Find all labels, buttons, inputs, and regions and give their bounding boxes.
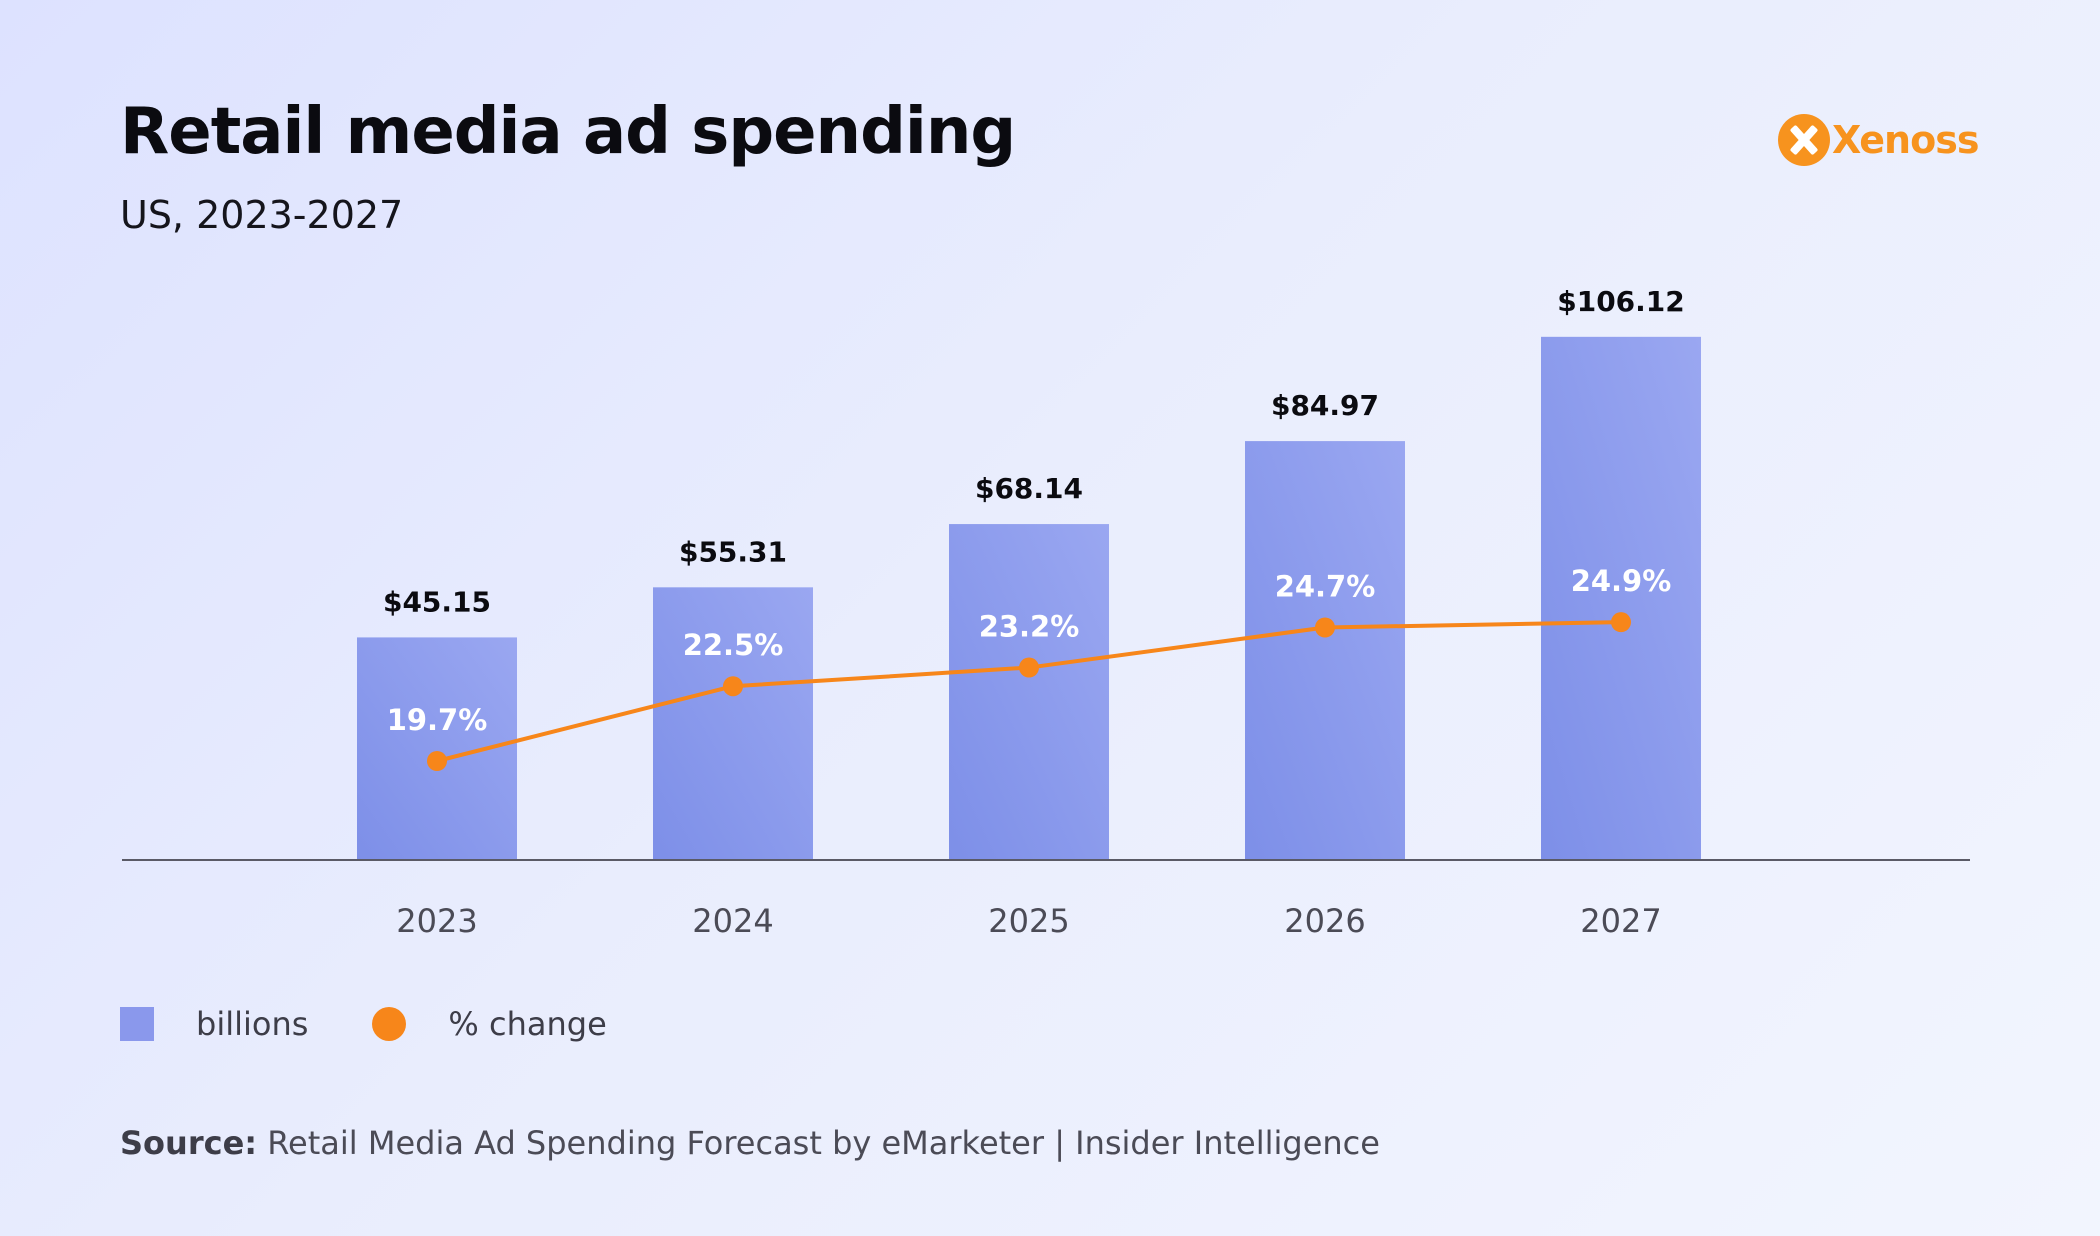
chart-subtitle: US, 2023-2027 bbox=[120, 193, 404, 237]
percent-change-label-2025: 23.2% bbox=[979, 610, 1080, 644]
percent-change-point-2026 bbox=[1315, 617, 1335, 638]
percent-change-point-2025 bbox=[1019, 657, 1039, 678]
source-note: Source: Retail Media Ad Spending Forecas… bbox=[120, 1124, 1380, 1162]
bar-value-label-2026: $84.97 bbox=[1271, 389, 1379, 422]
percent-change-point-2027 bbox=[1611, 612, 1631, 633]
bar-value-label-2024: $55.31 bbox=[679, 535, 787, 568]
percent-change-label-2023: 19.7% bbox=[387, 703, 488, 737]
percent-change-label-2026: 24.7% bbox=[1275, 570, 1376, 604]
x-logo-icon bbox=[1778, 114, 1830, 166]
percent-change-label-2024: 22.5% bbox=[683, 628, 784, 662]
bar-2024 bbox=[653, 587, 813, 860]
chart-legend: billions % change bbox=[120, 1004, 671, 1044]
brand-name: Xenoss bbox=[1832, 118, 1979, 162]
bar-2026 bbox=[1245, 441, 1405, 860]
chart-title: Retail media ad spending bbox=[120, 95, 1016, 169]
percent-change-point-2023 bbox=[427, 751, 447, 771]
bar-2025 bbox=[949, 524, 1109, 860]
chart-canvas: $45.15 $55.31 $68.14 $84.97 $106.12 2023 2024 2… bbox=[122, 285, 1970, 940]
bar-value-label-2025: $68.14 bbox=[975, 472, 1083, 505]
legend-item-percent-change: % change bbox=[372, 1005, 607, 1043]
legend-item-billions: billions bbox=[120, 1005, 308, 1043]
x-tick-label-2025: 2025 bbox=[988, 902, 1069, 940]
x-tick-label-2026: 2026 bbox=[1284, 902, 1365, 940]
x-tick-label-2023: 2023 bbox=[396, 902, 477, 940]
legend-label-percent-change: % change bbox=[448, 1005, 607, 1043]
legend-label-billions: billions bbox=[196, 1005, 309, 1043]
legend-swatch-bar bbox=[120, 1007, 154, 1041]
source-label: Source: bbox=[120, 1124, 258, 1162]
brand-logo: Xenoss bbox=[1778, 112, 1979, 168]
percent-change-label-2027: 24.9% bbox=[1571, 564, 1672, 598]
bar-value-label-2023: $45.15 bbox=[383, 585, 491, 618]
percent-change-point-2024 bbox=[723, 676, 743, 697]
bar-value-label-2027: $106.12 bbox=[1557, 285, 1685, 318]
x-tick-label-2024: 2024 bbox=[692, 902, 773, 940]
bar-2027 bbox=[1541, 336, 1701, 861]
x-tick-label-2027: 2027 bbox=[1580, 902, 1661, 940]
legend-swatch-dot bbox=[372, 1007, 407, 1041]
source-text: Retail Media Ad Spending Forecast by eMa… bbox=[267, 1124, 1380, 1162]
